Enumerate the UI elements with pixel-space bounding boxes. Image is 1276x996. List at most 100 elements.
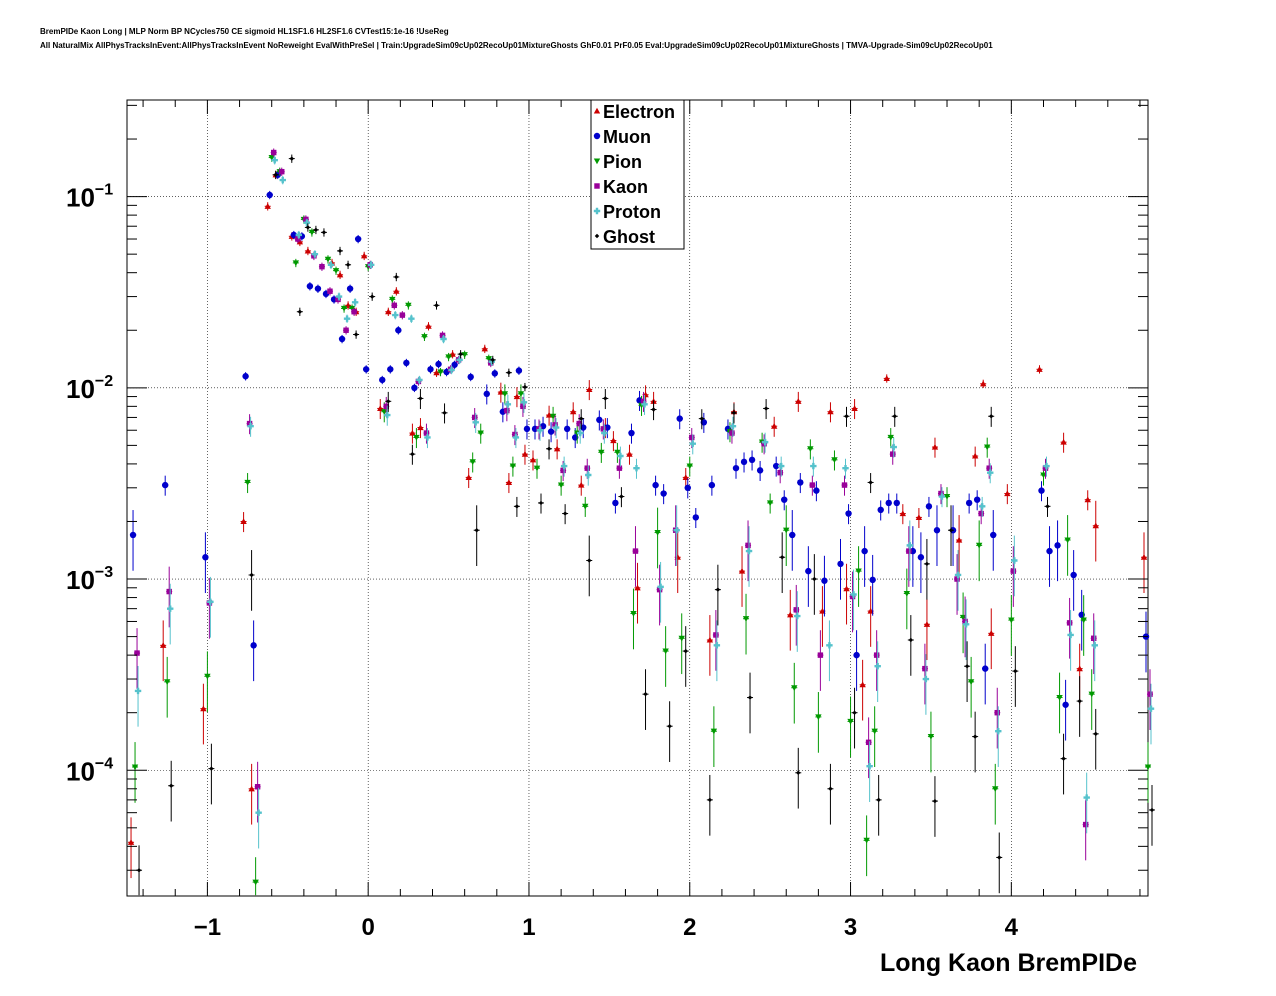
data-point xyxy=(843,585,850,592)
data-point xyxy=(266,191,273,199)
data-point xyxy=(795,398,802,404)
data-point xyxy=(166,605,174,612)
data-point xyxy=(1092,522,1099,529)
data-point xyxy=(1082,821,1089,828)
data-point xyxy=(922,665,928,672)
data-point xyxy=(471,414,478,421)
data-point xyxy=(134,650,140,656)
data-point xyxy=(501,391,509,398)
data-point xyxy=(933,527,941,534)
header-info-line-1: BremPIDe Kaon Long | MLP Norm BP NCycles… xyxy=(40,27,449,36)
data-point xyxy=(995,728,1002,735)
data-point xyxy=(988,414,994,419)
data-point xyxy=(304,247,312,254)
data-point xyxy=(1010,568,1017,574)
data-point xyxy=(954,576,960,582)
data-point xyxy=(874,663,881,670)
data-point xyxy=(932,798,938,804)
data-point xyxy=(413,434,420,441)
data-point xyxy=(641,401,648,408)
data-point xyxy=(409,429,416,436)
data-point xyxy=(439,332,446,339)
data-point xyxy=(817,652,824,658)
data-point xyxy=(209,766,214,771)
data-point xyxy=(313,227,319,233)
data-point xyxy=(1080,617,1087,624)
x-axis-label: Long Kaon BremPIDe xyxy=(880,949,1137,977)
data-point xyxy=(643,691,648,697)
data-point xyxy=(385,308,392,315)
data-point xyxy=(890,451,896,457)
data-point xyxy=(1036,366,1043,372)
data-point xyxy=(337,248,343,254)
data-point xyxy=(264,203,271,209)
data-point xyxy=(654,530,661,536)
data-point xyxy=(1056,694,1063,701)
data-point xyxy=(863,837,870,844)
data-point xyxy=(699,416,705,421)
data-point xyxy=(813,487,820,494)
data-point xyxy=(777,469,783,476)
data-point xyxy=(809,482,816,488)
data-point xyxy=(713,632,719,638)
data-point xyxy=(955,536,963,543)
data-point xyxy=(506,370,512,375)
data-point xyxy=(972,734,978,739)
data-point xyxy=(861,547,868,555)
data-point xyxy=(827,408,834,415)
data-point xyxy=(885,499,892,507)
data-point xyxy=(927,734,935,740)
data-point xyxy=(166,588,172,595)
data-point xyxy=(131,764,139,771)
data-point xyxy=(379,376,386,384)
data-point xyxy=(1060,438,1067,445)
data-point xyxy=(340,305,348,312)
data-point xyxy=(1046,547,1053,555)
data-point xyxy=(873,652,880,658)
data-point xyxy=(437,369,444,376)
data-point xyxy=(252,879,259,886)
legend-marker-pion xyxy=(593,158,601,165)
data-point xyxy=(512,434,520,441)
data-point xyxy=(865,739,872,746)
legend-label-proton: Proton xyxy=(603,202,661,222)
data-point xyxy=(1088,691,1095,698)
data-point xyxy=(295,231,303,239)
data-point xyxy=(923,621,931,627)
data-point xyxy=(793,607,799,613)
data-point xyxy=(472,419,479,426)
data-point xyxy=(1013,668,1018,674)
legend-marker-kaon xyxy=(594,183,600,189)
y-tick-label: 10−4 xyxy=(66,755,113,786)
data-point xyxy=(270,149,277,156)
data-point xyxy=(557,482,565,489)
data-point xyxy=(327,288,333,294)
data-point xyxy=(852,710,857,715)
data-point xyxy=(207,598,214,606)
data-point xyxy=(202,554,209,561)
data-point xyxy=(423,430,430,436)
data-point xyxy=(421,334,428,340)
data-point xyxy=(505,479,513,486)
data-point xyxy=(303,219,311,226)
data-point xyxy=(596,416,603,424)
data-point xyxy=(1066,620,1073,626)
data-point xyxy=(410,451,415,457)
data-point xyxy=(553,445,561,452)
data-point xyxy=(630,610,637,617)
data-point xyxy=(306,282,314,290)
data-point xyxy=(549,413,557,420)
data-point xyxy=(906,542,914,549)
data-point xyxy=(483,390,490,398)
data-point xyxy=(707,797,713,803)
data-point xyxy=(254,784,261,790)
data-point xyxy=(770,422,778,429)
data-point xyxy=(906,548,912,554)
data-point xyxy=(513,393,521,400)
data-point xyxy=(250,642,257,649)
data-point xyxy=(866,763,873,770)
data-point xyxy=(708,481,716,489)
data-point xyxy=(855,568,862,575)
data-point xyxy=(805,567,812,575)
data-point xyxy=(652,481,659,489)
